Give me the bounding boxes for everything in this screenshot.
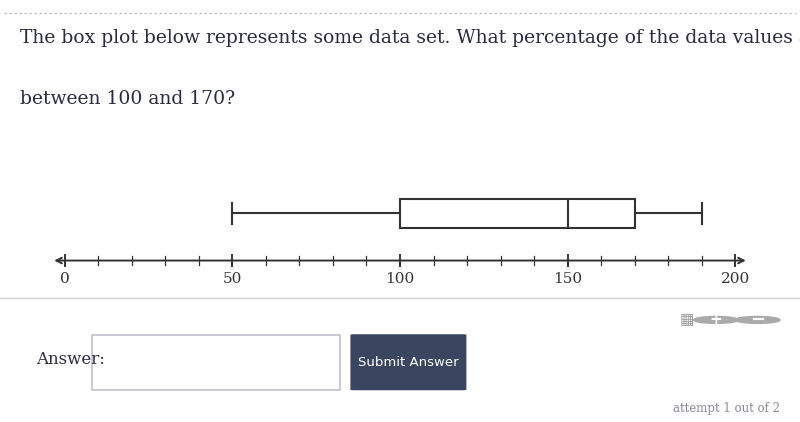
Text: 50: 50 <box>222 272 242 286</box>
Text: between 100 and 170?: between 100 and 170? <box>20 90 235 108</box>
Text: 0: 0 <box>60 272 70 286</box>
FancyBboxPatch shape <box>92 335 340 390</box>
Text: Answer:: Answer: <box>36 351 105 368</box>
Text: Submit Answer: Submit Answer <box>358 356 458 369</box>
FancyBboxPatch shape <box>350 334 466 390</box>
Circle shape <box>694 316 738 323</box>
Text: 200: 200 <box>721 272 750 286</box>
Text: ▦: ▦ <box>679 312 694 327</box>
Text: 100: 100 <box>386 272 414 286</box>
Text: The box plot below represents some data set. What percentage of the data values : The box plot below represents some data … <box>20 29 800 47</box>
Circle shape <box>735 316 780 323</box>
Text: −: − <box>750 311 765 329</box>
Text: 150: 150 <box>553 272 582 286</box>
Text: attempt 1 out of 2: attempt 1 out of 2 <box>673 401 780 414</box>
Text: +: + <box>710 312 722 327</box>
Bar <box>400 199 634 228</box>
